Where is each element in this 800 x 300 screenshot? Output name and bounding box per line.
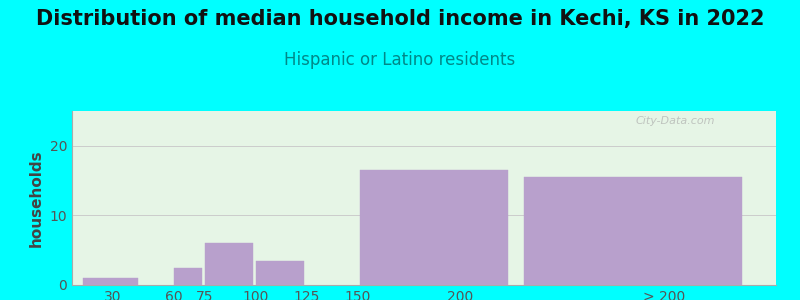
Bar	[256, 261, 304, 285]
Bar	[360, 170, 509, 285]
Bar	[72, 176, 776, 231]
Bar	[524, 177, 742, 285]
Text: Hispanic or Latino residents: Hispanic or Latino residents	[284, 51, 516, 69]
Bar	[206, 243, 253, 285]
Bar	[83, 278, 138, 285]
Text: City-Data.com: City-Data.com	[635, 116, 714, 126]
Y-axis label: households: households	[29, 149, 44, 247]
Bar	[72, 13, 776, 68]
Bar	[174, 268, 202, 285]
Bar	[72, 231, 776, 285]
Bar	[72, 68, 776, 122]
Bar	[72, 0, 776, 13]
Bar	[72, 122, 776, 176]
Text: Distribution of median household income in Kechi, KS in 2022: Distribution of median household income …	[36, 9, 764, 29]
